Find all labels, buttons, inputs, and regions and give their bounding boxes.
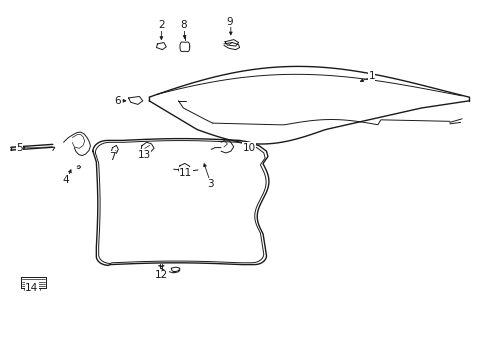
Text: 8: 8 [180,20,186,30]
Text: 7: 7 [109,152,116,162]
Text: 4: 4 [62,175,69,185]
Text: 6: 6 [114,96,121,106]
Text: 3: 3 [206,179,213,189]
Text: 12: 12 [154,270,168,280]
Text: 14: 14 [25,283,39,293]
Text: 5: 5 [16,143,23,153]
Text: 9: 9 [226,17,233,27]
Text: 2: 2 [158,20,164,30]
Text: 1: 1 [367,71,374,81]
Text: 11: 11 [179,168,192,178]
Text: 10: 10 [243,143,255,153]
Text: 13: 13 [137,150,151,160]
